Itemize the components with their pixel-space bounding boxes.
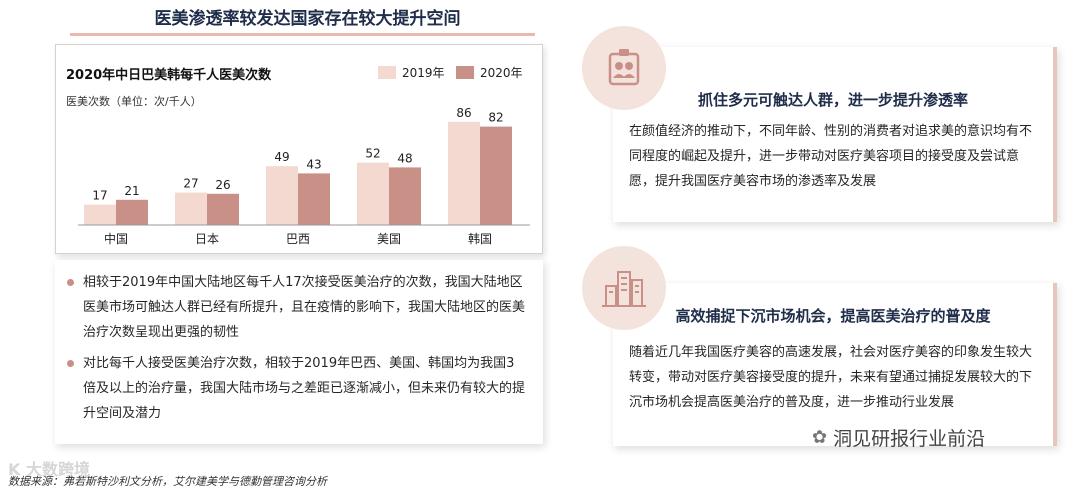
legend-label: 2020年	[480, 66, 523, 80]
data-label: 21	[124, 184, 139, 198]
bar	[175, 192, 207, 225]
bar	[357, 162, 389, 225]
note-item: 对比每千人接受医美治疗次数，相较于2019年巴西、美国、韩国均为我国3倍及以上的…	[67, 351, 527, 426]
bar	[389, 167, 421, 225]
legend-swatch	[456, 66, 474, 79]
data-label: 48	[397, 151, 412, 165]
bar	[298, 173, 330, 225]
wechat-icon: ✿	[812, 427, 828, 448]
data-label: 52	[365, 147, 380, 161]
data-label: 86	[456, 106, 471, 120]
x-tick-label: 美国	[377, 232, 401, 246]
data-label: 49	[274, 150, 289, 164]
x-tick-label: 日本	[195, 232, 219, 246]
bar-chart: 2020年中日巴美韩每千人医美次数 医美次数（单位：次/千人） 2019年 202…	[66, 66, 530, 246]
x-tick-label: 中国	[104, 231, 128, 246]
city-buildings-icon	[582, 246, 666, 330]
bar	[266, 166, 298, 225]
data-label: 82	[488, 111, 503, 125]
panel-body: 随着近几年我国医疗美容的高速发展，社会对医疗美容的印象发生较大转变，带动对医疗美…	[629, 345, 1033, 410]
panel-heading: 抓住多元可触达人群，进一步提升渗透率	[697, 91, 968, 109]
data-label: 17	[92, 189, 107, 203]
bar	[207, 193, 239, 225]
panel-reach: 抓住多元可触达人群，进一步提升渗透率 在颜值经济的推动下，不同年龄、性别的消费者…	[613, 47, 1057, 222]
bar	[448, 121, 480, 225]
wechat-label: 洞见研报行业前沿	[833, 428, 986, 450]
panel-heading: 高效捕捉下沉市场机会，提高医美治疗的普及度	[675, 307, 991, 325]
x-tick-label: 韩国	[468, 231, 492, 246]
data-label: 26	[215, 178, 230, 192]
page-title: 医美渗透率较发达国家存在较大提升空间	[154, 9, 461, 29]
data-label: 27	[183, 177, 198, 191]
title-underline	[70, 33, 535, 36]
bar	[84, 204, 116, 225]
data-label: 43	[306, 157, 321, 171]
y-axis-label: 医美次数（单位：次/千人）	[66, 94, 202, 108]
bullet-dot	[67, 360, 74, 367]
legend-swatch	[378, 66, 396, 79]
chart-card: 2020年中日巴美韩每千人医美次数 医美次数（单位：次/千人） 2019年 202…	[55, 44, 543, 254]
panel-lower-tier: 高效捕捉下沉市场机会，提高医美治疗的普及度 随着近几年我国医疗美容的高速发展，社…	[613, 283, 1057, 446]
legend-label: 2019年	[402, 66, 445, 80]
wechat-account[interactable]: ✿ 洞见研报行业前沿	[812, 424, 985, 451]
panel-body: 在颜值经济的推动下，不同年龄、性别的消费者对追求美的意识均有不同程度的崛起及提升…	[629, 124, 1033, 189]
source-note: 数据来源：弗若斯特沙利文分析，艾尔建美学与德勤管理咨询分析	[8, 475, 327, 488]
chart-title: 2020年中日巴美韩每千人医美次数	[66, 67, 272, 83]
x-tick-label: 巴西	[286, 232, 310, 246]
people-badge-icon	[582, 26, 666, 110]
bar	[480, 126, 512, 225]
notes-card: 相较于2019年中国大陆地区每千人17次接受医美治疗的次数，我国大陆地区医美市场…	[55, 260, 543, 444]
note-text: 相较于2019年中国大陆地区每千人17次接受医美治疗的次数，我国大陆地区医美市场…	[83, 275, 526, 340]
note-item: 相较于2019年中国大陆地区每千人17次接受医美治疗的次数，我国大陆地区医美市场…	[67, 270, 527, 345]
watermark-logo: K 大数跨境	[8, 460, 90, 479]
bullet-dot	[67, 279, 74, 286]
note-text: 对比每千人接受医美治疗次数，相较于2019年巴西、美国、韩国均为我国3倍及以上的…	[83, 356, 526, 421]
bar	[116, 199, 148, 225]
